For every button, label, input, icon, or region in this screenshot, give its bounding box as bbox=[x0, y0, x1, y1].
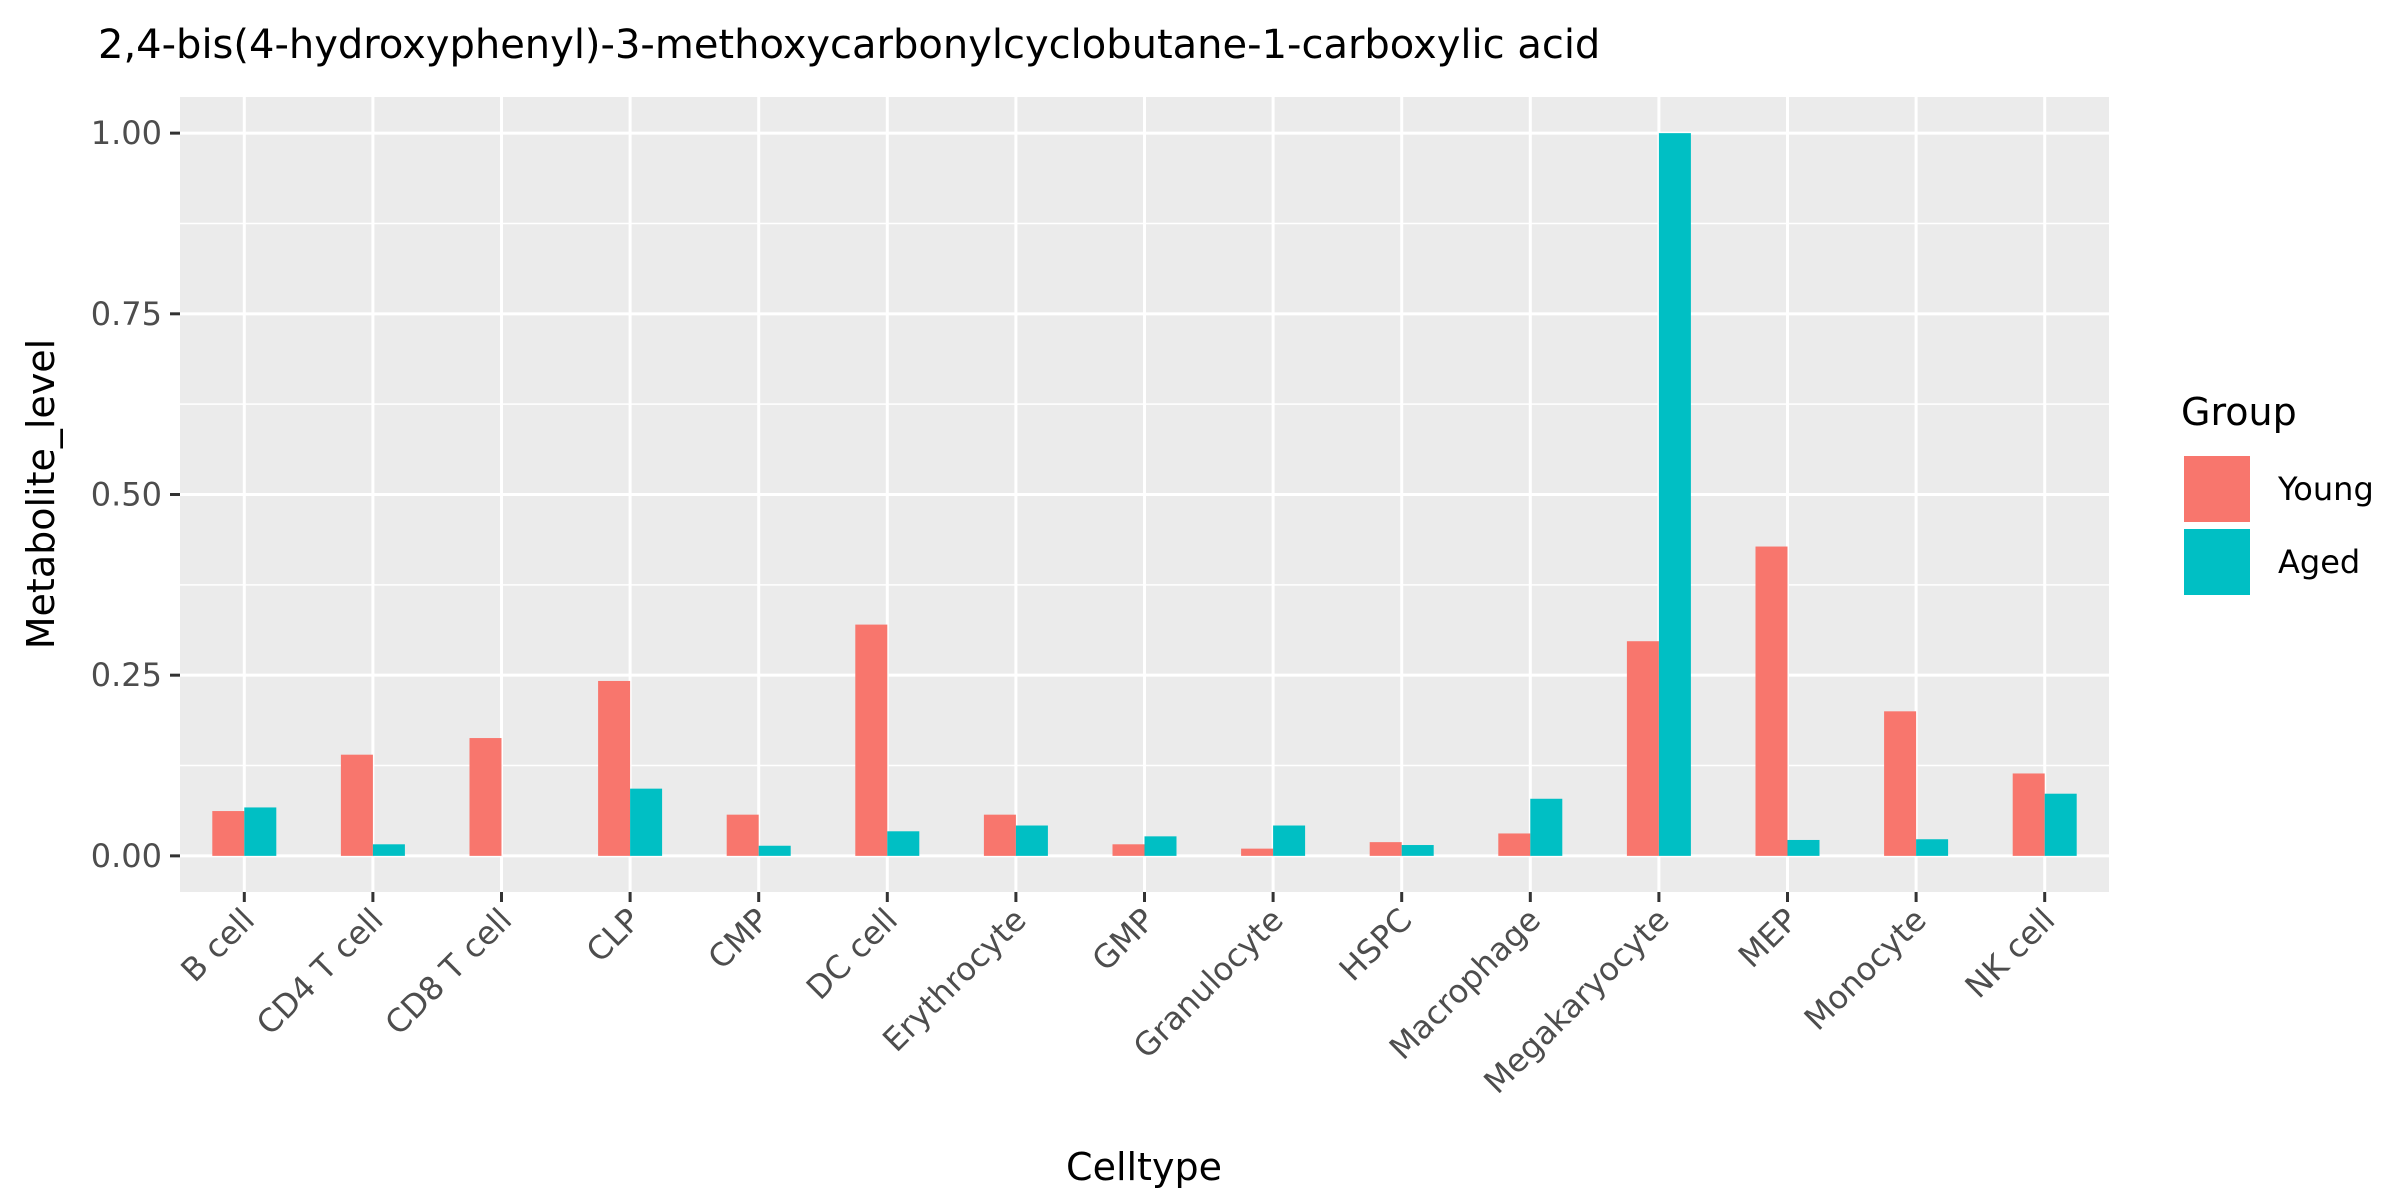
legend-label-young: Young bbox=[2277, 470, 2374, 508]
y-axis-title: Metabolite_level bbox=[19, 339, 63, 649]
bar-young bbox=[1755, 546, 1788, 856]
bar-aged bbox=[2044, 793, 2077, 856]
bar-aged bbox=[1658, 133, 1691, 856]
bars-group bbox=[212, 133, 2077, 856]
x-tick-label: MEP bbox=[1731, 901, 1805, 975]
bar-aged bbox=[887, 831, 920, 856]
bar-aged bbox=[1530, 798, 1563, 856]
bar-young bbox=[1498, 833, 1531, 856]
x-tick-label: GMP bbox=[1085, 901, 1163, 979]
bar-young bbox=[469, 738, 502, 856]
y-tick-label: 0.00 bbox=[91, 837, 162, 875]
x-tick-label: HSPC bbox=[1332, 901, 1420, 989]
bar-young bbox=[212, 811, 245, 856]
chart-title: 2,4-bis(4-hydroxyphenyl)-3-methoxycarbon… bbox=[98, 22, 1600, 68]
bar-aged bbox=[1401, 845, 1434, 856]
bar-young bbox=[2012, 773, 2045, 856]
legend: Group Young Aged bbox=[2181, 390, 2374, 595]
x-tick-label: NK cell bbox=[1958, 901, 2063, 1006]
bar-aged bbox=[1787, 839, 1820, 856]
bar-aged bbox=[630, 788, 663, 856]
bar-aged bbox=[244, 807, 277, 856]
legend-label-aged: Aged bbox=[2278, 543, 2360, 581]
x-tick-label: CLP bbox=[579, 901, 648, 970]
bar-aged bbox=[758, 845, 791, 856]
bar-aged bbox=[1015, 825, 1048, 856]
legend-key-aged bbox=[2184, 529, 2250, 595]
x-tick-label: CMP bbox=[701, 901, 777, 977]
bar-aged bbox=[372, 844, 405, 856]
x-tick-label: Monocyte bbox=[1797, 901, 1934, 1038]
x-tick-label: CD4 T cell bbox=[249, 901, 391, 1043]
bar-aged bbox=[1144, 836, 1177, 856]
x-axis-title: Celltype bbox=[1066, 1145, 1222, 1189]
y-tick-label: 1.00 bbox=[91, 114, 162, 152]
y-tick-label: 0.50 bbox=[91, 476, 162, 514]
x-tick-label: CD8 T cell bbox=[378, 901, 520, 1043]
bar-young bbox=[340, 754, 373, 856]
bar-young bbox=[1626, 641, 1659, 856]
bar-young bbox=[1884, 711, 1917, 856]
bar-young bbox=[598, 680, 631, 856]
x-tick-label: DC cell bbox=[799, 901, 905, 1007]
bar-young bbox=[1112, 844, 1145, 856]
y-tick-label: 0.75 bbox=[91, 295, 162, 333]
bar-young bbox=[855, 624, 888, 856]
y-axis: 0.00 0.25 0.50 0.75 1.00 bbox=[91, 114, 180, 875]
legend-key-young bbox=[2184, 456, 2250, 522]
y-tick-label: 0.25 bbox=[91, 656, 162, 694]
bar-young bbox=[983, 814, 1016, 856]
bar-young bbox=[1369, 842, 1402, 856]
bar-young bbox=[1241, 848, 1274, 856]
bar-young bbox=[726, 814, 759, 856]
legend-title: Group bbox=[2181, 390, 2297, 434]
bar-aged bbox=[1273, 825, 1306, 856]
x-tick-label: B cell bbox=[173, 901, 262, 990]
bar-aged bbox=[1916, 839, 1949, 856]
